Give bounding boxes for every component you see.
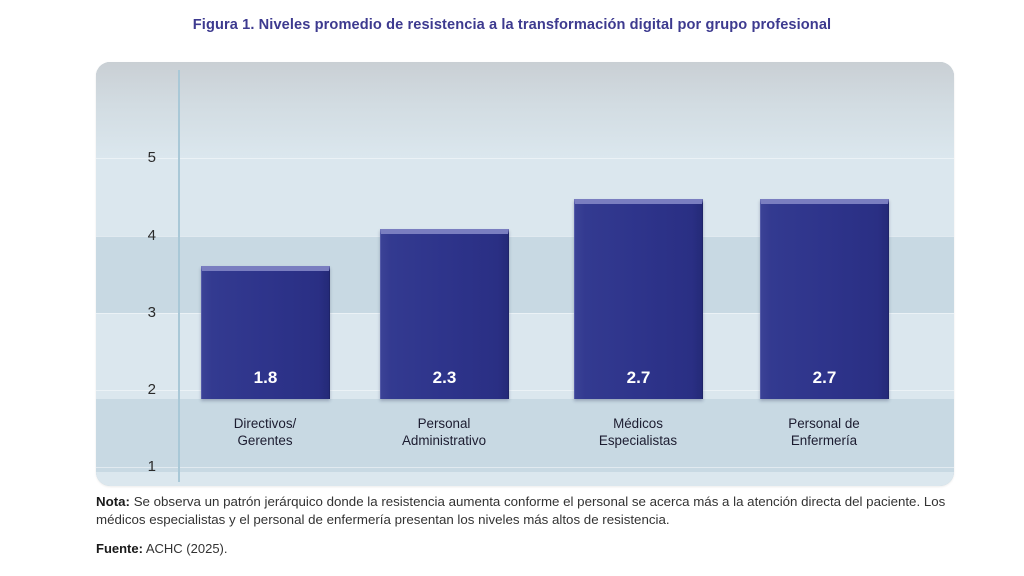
figure-title: Figura 1. Niveles promedio de resistenci… <box>0 17 1024 33</box>
category-line: Especialistas <box>598 433 678 449</box>
plot-band <box>96 62 954 158</box>
category-line: Directivos/ <box>233 416 297 431</box>
source-text: Fuente: ACHC (2025). <box>96 541 496 556</box>
category-line: Gerentes <box>237 433 293 449</box>
gridline <box>96 313 954 314</box>
y-tick-label: 4 <box>147 227 156 244</box>
source-body: ACHC (2025). <box>145 541 228 556</box>
bar-medicos-especialistas: 2.7 <box>574 199 703 399</box>
note-text: Nota: Se observa un patrón jerárquico do… <box>96 493 958 528</box>
bar-personal-administrativo: 2.3 <box>380 229 509 399</box>
gridline <box>96 390 954 391</box>
plot-band <box>96 472 954 486</box>
bar-value-label: 2.3 <box>432 368 457 387</box>
note-label: Nota: <box>96 494 130 509</box>
note-body: Se observa un patrón jerárquico donde la… <box>96 494 946 527</box>
plot-band <box>96 399 954 472</box>
category-line: Personal de <box>788 416 860 431</box>
bar-value-label: 2.7 <box>812 368 837 387</box>
bar-personal-enfermeria: 2.7 <box>760 199 889 399</box>
y-tick-label: 3 <box>147 304 156 321</box>
chart-panel: 5 4 3 2 1 1.8 2.3 2.7 2.7 Directivos/ Ge… <box>96 62 954 486</box>
y-tick-label: 5 <box>147 149 156 166</box>
y-tick-label: 2 <box>147 381 156 398</box>
category-line: Personal <box>417 416 471 431</box>
bar-directivos-gerentes: 1.8 <box>201 266 330 399</box>
bar-value-label: 1.8 <box>253 368 278 387</box>
figure-title-text: Niveles promedio de resistencia a la tra… <box>258 17 832 33</box>
bar-category-label: Personal de Enfermería <box>739 415 909 449</box>
bar-category-label: Directivos/ Gerentes <box>180 415 350 449</box>
bar-category-label: Médicos Especialistas <box>553 415 723 449</box>
bar-value-label: 2.7 <box>626 368 651 387</box>
gridline <box>96 158 954 159</box>
category-line: Administrativo <box>401 433 487 449</box>
y-tick-label: 1 <box>147 458 156 475</box>
gridline <box>96 236 954 237</box>
figure-title-prefix: Figura 1. <box>192 17 255 33</box>
y-axis-line <box>178 70 180 482</box>
category-line: Enfermería <box>790 433 858 449</box>
gridline <box>96 467 954 468</box>
category-line: Médicos <box>613 416 663 431</box>
source-label: Fuente: <box>96 541 143 556</box>
bar-category-label: Personal Administrativo <box>359 415 529 449</box>
